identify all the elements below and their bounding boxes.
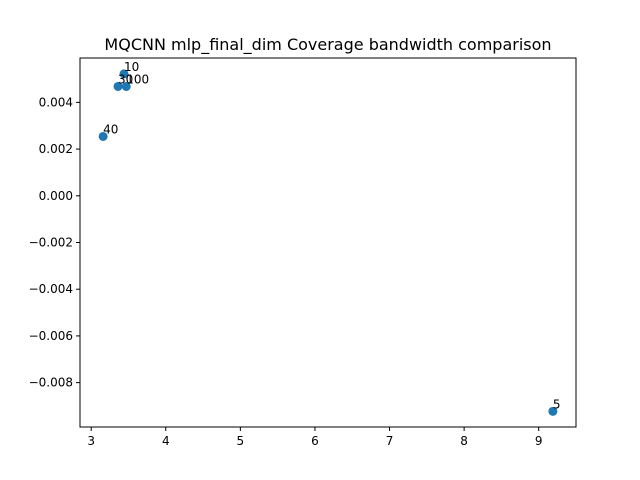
- chart-title: MQCNN mlp_final_dim Coverage bandwidth c…: [104, 35, 551, 55]
- x-tick-label: 8: [460, 434, 468, 448]
- axes: 3 4 5 6 7 8 9 0.004 0.002 0.000 −0.002 −0.004 −0.006…: [29, 95, 543, 448]
- x-tick-label: 7: [386, 434, 394, 448]
- plot-frame: [79, 57, 577, 428]
- x-tick-label: 3: [87, 434, 95, 448]
- scatter-point: [119, 69, 129, 79]
- point-label: 100: [126, 72, 149, 86]
- x-tick-label: 5: [237, 434, 245, 448]
- scatter-point: [121, 81, 131, 91]
- point-label: 30: [118, 72, 133, 86]
- y-tick-label: 0.004: [39, 95, 73, 109]
- y-tick-label: −0.008: [29, 376, 73, 390]
- y-tick-label: −0.006: [29, 329, 73, 343]
- scatter-point: [548, 406, 558, 416]
- y-tick-label: −0.004: [29, 282, 73, 296]
- x-tick-label: 6: [311, 434, 319, 448]
- scatter-point: [98, 131, 108, 141]
- point-label: 10: [124, 60, 139, 74]
- y-tick-label: −0.002: [29, 236, 73, 250]
- y-tick-label: 0.002: [39, 142, 73, 156]
- point-label: 5: [553, 397, 561, 411]
- x-tick-label: 4: [162, 434, 170, 448]
- point-label: 40: [103, 122, 118, 136]
- scatter-point: [113, 81, 123, 91]
- y-tick-label: 0.000: [39, 189, 73, 203]
- x-tick-label: 9: [535, 434, 543, 448]
